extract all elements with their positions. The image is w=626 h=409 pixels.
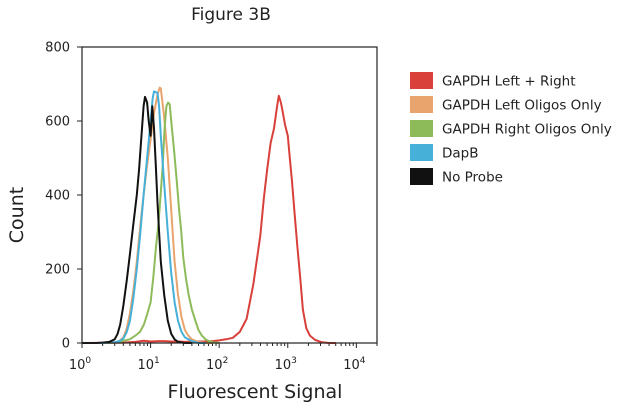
y-tick-label: 200 <box>45 263 70 278</box>
legend-label: No Probe <box>442 170 503 186</box>
x-tick-exponent: 3 <box>291 356 297 366</box>
x-tick-exponent: 4 <box>360 356 366 366</box>
x-tick-base: 10 <box>69 358 86 373</box>
y-axis-ticks: 0 200 400 600 800 <box>45 41 82 352</box>
series-line-3 <box>82 101 220 344</box>
series-line-4 <box>82 90 206 344</box>
legend-swatch <box>410 168 433 185</box>
y-tick-label: 600 <box>45 115 70 130</box>
y-axis-label: Count <box>6 187 28 243</box>
x-tick-exponent: 0 <box>85 356 91 366</box>
series-line-1 <box>81 94 336 344</box>
x-tick-base: 10 <box>343 358 360 373</box>
series-line-2 <box>82 86 213 344</box>
series-lines <box>81 86 336 344</box>
legend-label: GAPDH Left Oligos Only <box>442 98 602 114</box>
legend-swatch <box>410 120 433 137</box>
legend-label: GAPDH Left + Right <box>442 74 576 90</box>
y-tick-label: 0 <box>62 337 70 352</box>
legend-swatch <box>410 72 433 89</box>
series-line-5 <box>82 95 192 344</box>
legend-label: DapB <box>442 146 479 162</box>
chart-title: Figure 3B <box>191 5 271 25</box>
x-tick-exponent: 2 <box>223 356 229 366</box>
x-tick-label: 101 <box>137 356 159 373</box>
y-tick-label: 800 <box>45 41 70 56</box>
x-tick-label: 103 <box>275 356 297 373</box>
x-axis-ticks: 100 101 102 103 104 <box>69 343 378 373</box>
legend-label: GAPDH Right Oligos Only <box>442 122 612 138</box>
x-tick-label: 100 <box>69 356 92 373</box>
y-tick-label: 400 <box>45 189 70 204</box>
legend-swatch <box>410 96 433 113</box>
legend: GAPDH Left + Right GAPDH Left Oligos Only… <box>410 72 612 186</box>
x-tick-base: 10 <box>206 358 223 373</box>
x-tick-base: 10 <box>137 358 154 373</box>
legend-swatch <box>410 144 433 161</box>
plot-frame <box>81 46 378 344</box>
x-tick-label: 104 <box>343 356 366 373</box>
x-axis-label: Fluorescent Signal <box>168 381 343 403</box>
x-tick-exponent: 1 <box>154 356 160 366</box>
x-tick-label: 102 <box>206 356 228 373</box>
x-tick-base: 10 <box>275 358 292 373</box>
